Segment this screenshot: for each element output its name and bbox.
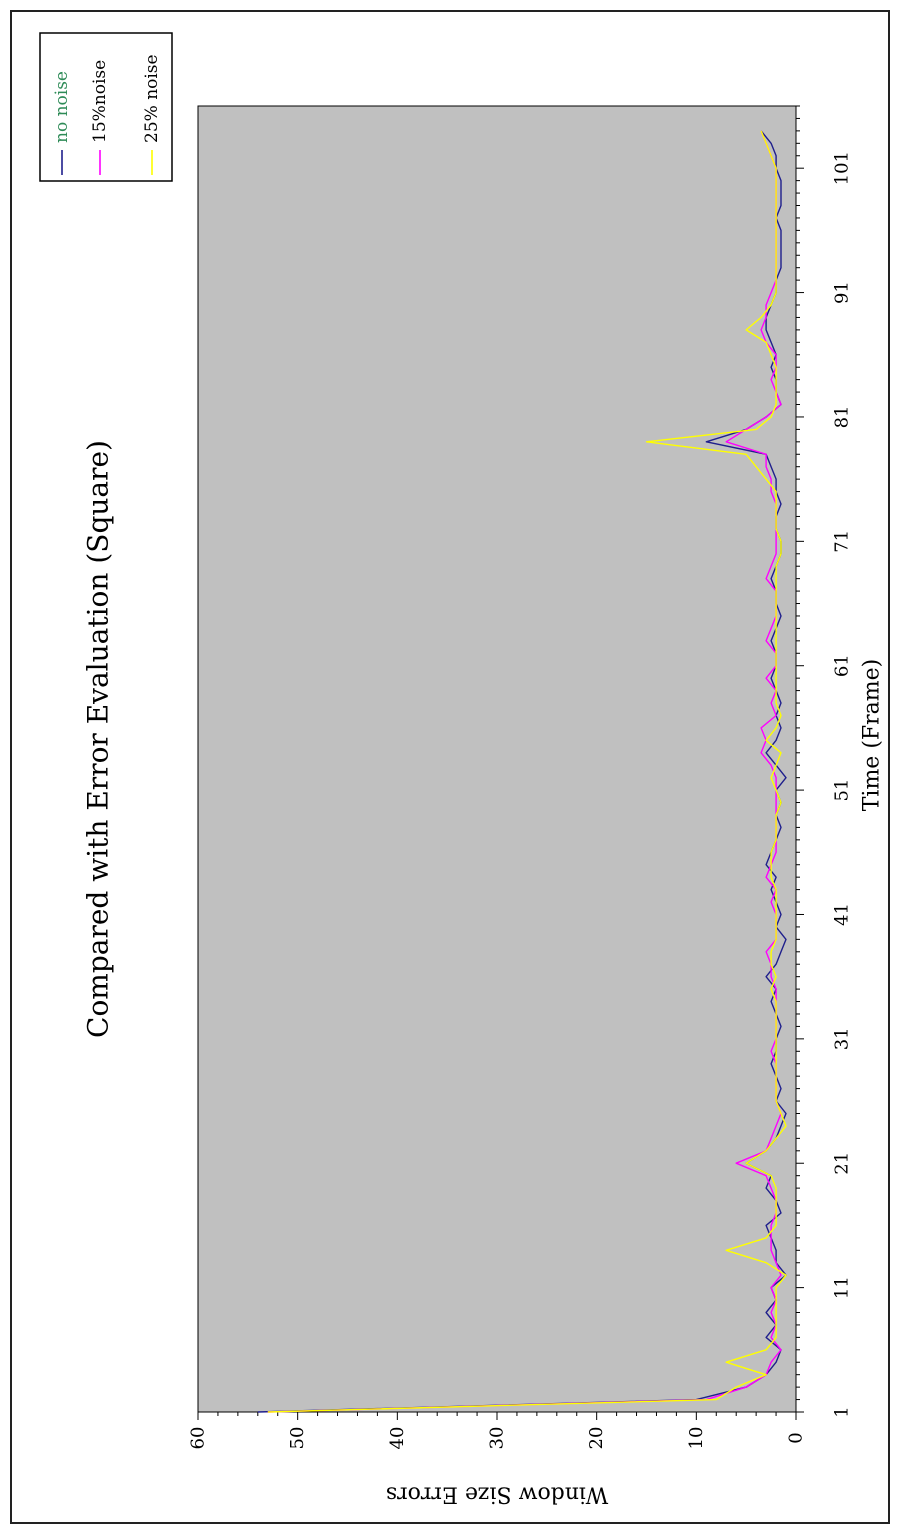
- x-axis-label: Time (Frame): [860, 659, 885, 812]
- legend-label-2: 15%noise: [90, 60, 110, 143]
- x-tick-label: 11: [832, 1276, 853, 1299]
- x-tick-label: 31: [832, 1027, 853, 1050]
- chart-title: Compared with Error Evaluation (Square): [82, 440, 115, 1038]
- x-tick-label: 101: [832, 151, 853, 185]
- y-tick-label: 30: [487, 1427, 508, 1450]
- x-tick-label: 1: [832, 1406, 853, 1417]
- y-tick-label: 60: [188, 1427, 209, 1450]
- plot-area: [197, 105, 797, 1413]
- x-tick-label: 51: [832, 779, 853, 802]
- y-tick-label: 40: [387, 1427, 408, 1450]
- legend-label-3: 25% noise: [142, 54, 162, 143]
- x-tick-label: 71: [832, 530, 853, 553]
- x-tick-label: 61: [832, 654, 853, 677]
- x-tick-label: 91: [832, 281, 853, 304]
- y-tick-label: 20: [586, 1427, 607, 1450]
- legend-label-1: no noise: [52, 71, 72, 143]
- y-tick-label: 50: [287, 1427, 308, 1450]
- y-tick-label: 0: [786, 1432, 807, 1443]
- y-axis: 0 10 20 30 40 50 60: [188, 1412, 807, 1449]
- x-tick-label: 81: [832, 405, 853, 428]
- series-line-1: [257, 130, 787, 1413]
- y-tick-label: 10: [686, 1427, 707, 1450]
- chart-frame: [10, 10, 890, 1524]
- series-line-3: [267, 130, 787, 1413]
- legend: no noise 15%noise 25% noise: [39, 32, 173, 182]
- x-tick-label: 21: [832, 1152, 853, 1175]
- x-tick-label: 41: [832, 903, 853, 926]
- y-axis-label: Window Size Errors: [386, 1482, 608, 1507]
